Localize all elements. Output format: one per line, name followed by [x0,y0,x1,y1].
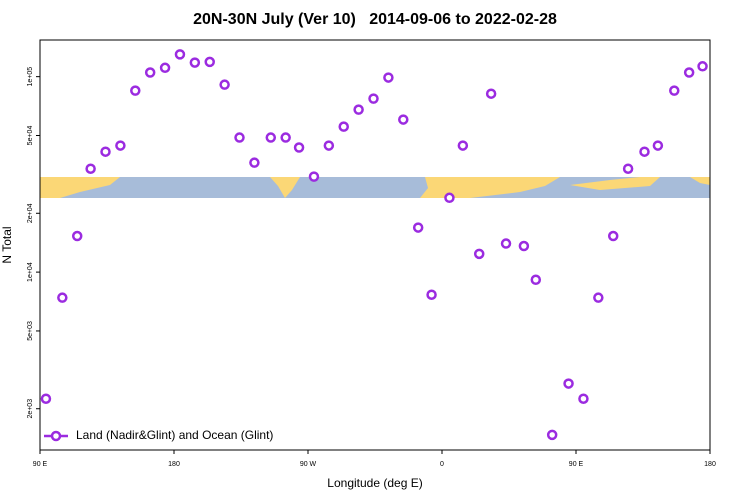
data-point [546,429,558,441]
legend-marker [50,430,62,442]
data-point [40,393,52,404]
data-point [652,140,664,151]
data-point [457,140,469,151]
data-point [383,72,394,83]
data-point [353,104,364,115]
x-tick-label: 180 [168,461,180,468]
data-point [219,79,230,90]
data-point [71,230,83,242]
y-tick-label: 2e+04 [27,203,34,223]
x-tick-label: 90 E [33,461,48,468]
data-point [593,292,604,303]
data-point [130,85,141,96]
data-point [368,93,379,104]
data-point [398,114,409,125]
data-point [293,142,305,153]
data-point [338,121,349,132]
data-point [144,67,156,78]
data-point [473,248,485,260]
data-point [57,292,68,303]
data-point [174,49,186,60]
y-tick-label: 5e+04 [27,126,34,146]
data-point [204,56,215,68]
data-point [426,289,437,300]
data-point [234,132,245,143]
data-point [485,88,497,99]
plot-frame [39,39,711,451]
data-point [412,222,424,233]
map-band [40,177,710,198]
data-point [280,132,291,143]
data-point [100,146,111,157]
y-tick-label: 2e+03 [27,399,34,419]
data-point [308,171,320,182]
x-tick-label: 180 [704,461,716,468]
x-tick-label: 90 W [300,461,317,468]
chart-title: 20N-30N July (Ver 10) 2014-09-06 to 2022… [193,11,557,28]
x-axis-label: Longitude (deg E) [327,476,422,490]
data-point [530,274,542,285]
y-axis-label: N Total [0,226,14,263]
data-point [85,163,96,174]
y-tick-label: 5e+03 [27,321,34,341]
data-point [563,378,574,389]
data-point [622,163,634,174]
data-point [159,62,171,74]
legend-label: Land (Nadir&Glint) and Ocean (Glint) [76,428,273,442]
data-point [249,157,260,168]
data-point [683,67,695,78]
data-point [518,240,530,252]
y-tick-label: 1e+05 [27,67,34,87]
data-point [639,146,650,157]
x-tick-label: 0 [440,461,444,468]
y-tick-label: 1e+04 [27,262,34,282]
data-point [323,140,335,151]
data-point [500,238,512,249]
data-point [669,85,680,96]
data-point [189,57,201,68]
x-tick-label: 90 E [569,461,584,468]
data-point [265,132,277,143]
data-point [444,192,455,204]
data-point [115,140,126,151]
data-point [697,61,708,72]
data-point [607,230,619,242]
data-point [578,393,589,404]
